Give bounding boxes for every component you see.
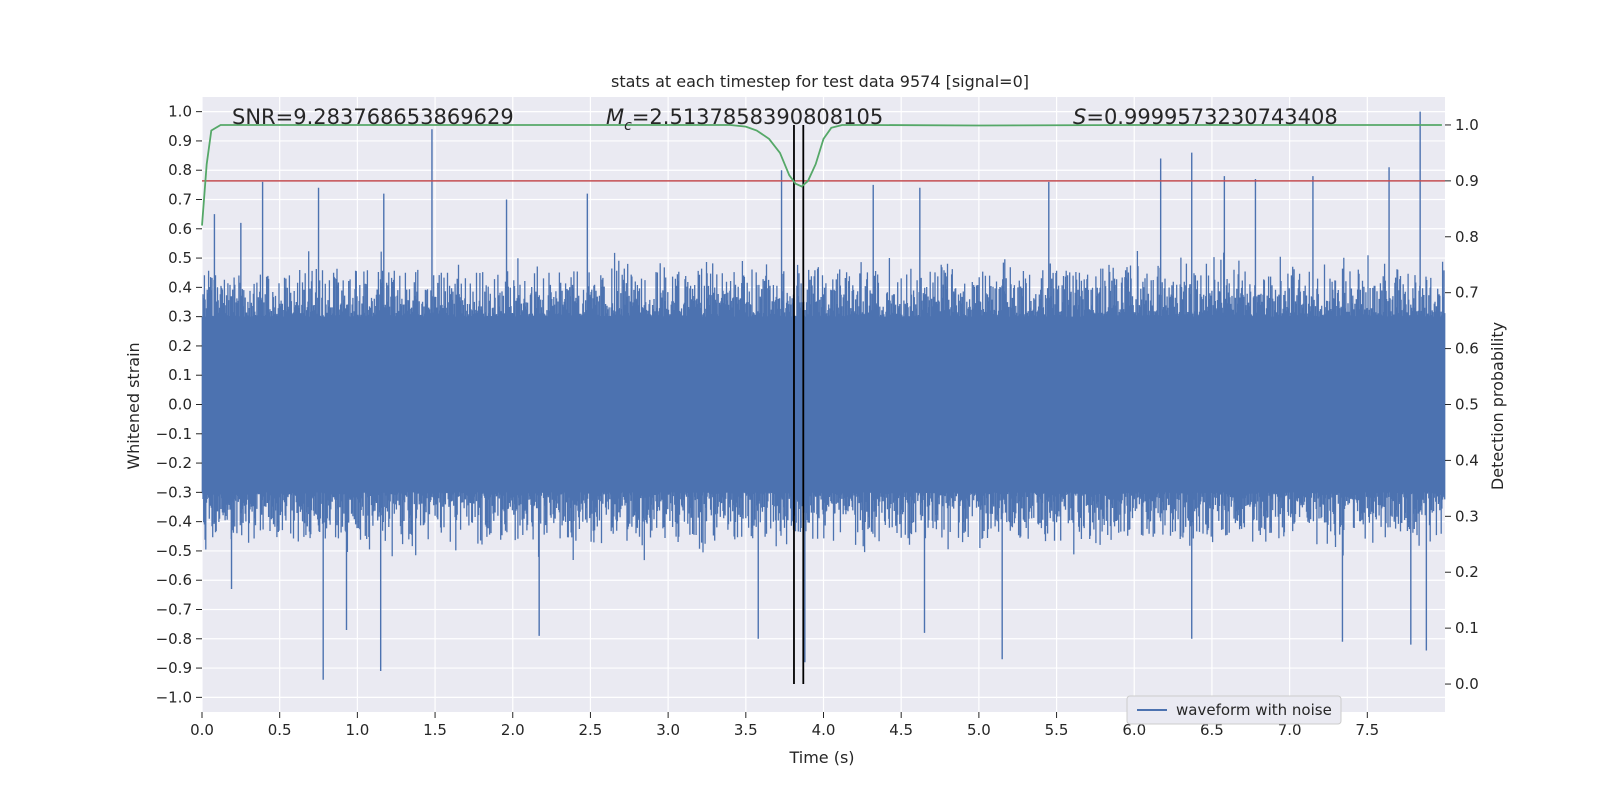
x-tick-label: 1.5 (423, 721, 447, 739)
y2-tick-label: 0.9 (1455, 172, 1479, 190)
y2-axis-ticks: 1.0 0.9 0.8 0.7 0.6 0.5 0.4 0.3 0.2 0.1 0.0 (1445, 116, 1479, 693)
x-tick-label: 2.5 (579, 721, 603, 739)
legend: waveform with noise (1126, 695, 1342, 725)
y2-tick-label: 0.5 (1455, 396, 1479, 414)
x-axis-label: Time (s) (788, 748, 854, 767)
x-tick-label: 6.0 (1122, 721, 1146, 739)
x-tick-label: 0.5 (268, 721, 292, 739)
y-tick-label: 1.0 (168, 103, 192, 121)
y-tick-label: 0.0 (168, 396, 192, 414)
y2-tick-label: 1.0 (1455, 116, 1479, 134)
y-tick-label: −0.2 (156, 454, 192, 472)
y-tick-label: 0.8 (168, 161, 192, 179)
y2-tick-label: 0.0 (1455, 675, 1479, 693)
y-tick-label: −0.5 (156, 542, 192, 560)
x-tick-label: 0.0 (190, 721, 214, 739)
y-tick-label: −0.4 (156, 513, 192, 531)
strain-series (201, 111, 1446, 680)
detection-probability-line (201, 124, 1442, 226)
x-tick-label: 3.5 (734, 721, 758, 739)
y2-tick-label: 0.1 (1455, 619, 1479, 637)
overlay-lines (201, 124, 1445, 685)
y-tick-label: −0.3 (156, 483, 192, 501)
y-axis-ticks: 1.0 0.9 0.8 0.7 0.6 0.5 0.4 0.3 0.2 0.1 0.0 −0.1 −0.… (156, 103, 202, 706)
x-tick-label: 7.5 (1355, 721, 1379, 739)
legend-box (1126, 695, 1342, 725)
y2-tick-label: 0.6 (1455, 340, 1479, 358)
y-tick-label: 0.9 (168, 132, 192, 150)
s-annotation: S=0.9999573230743408 (1073, 105, 1338, 129)
y2-tick-label: 0.2 (1455, 563, 1479, 581)
waveform-core (202, 316, 1445, 493)
x-tick-label: 7.0 (1278, 721, 1302, 739)
mc-annotation: Mc=2.5137858390808105 (606, 105, 883, 134)
y-tick-label: −1.0 (156, 688, 192, 706)
y-tick-label: −0.9 (156, 659, 192, 677)
mc-subscript: c (624, 118, 632, 134)
y-tick-label: 0.7 (168, 191, 192, 209)
x-tick-label: 5.0 (967, 721, 991, 739)
y-tick-label: 0.1 (168, 366, 192, 384)
y-tick-label: −0.7 (156, 601, 192, 619)
s-symbol: S (1073, 105, 1086, 129)
y2-tick-label: 0.3 (1455, 507, 1479, 525)
y-tick-label: −0.1 (156, 425, 192, 443)
y-tick-label: 0.6 (168, 220, 192, 238)
y-tick-label: −0.8 (156, 630, 192, 648)
chart-title: stats at each timestep for test data 957… (611, 72, 1029, 91)
snr-annotation: SNR=9.283768653869629 (232, 105, 514, 129)
x-tick-label: 3.0 (656, 721, 680, 739)
legend-label: waveform with noise (1176, 701, 1332, 719)
y-tick-label: 0.3 (168, 308, 192, 326)
y2-tick-label: 0.4 (1455, 451, 1479, 469)
x-tick-label: 2.0 (501, 721, 525, 739)
y2-tick-label: 0.7 (1455, 284, 1479, 302)
y-tick-label: −0.6 (156, 571, 192, 589)
mc-value: =2.5137858390808105 (632, 105, 883, 129)
y2-axis-label: Detection probability (1488, 322, 1507, 490)
x-tick-label: 4.5 (889, 721, 913, 739)
y-tick-label: 0.2 (168, 337, 192, 355)
mc-symbol: M (606, 105, 624, 129)
y-tick-label: 0.5 (168, 249, 192, 267)
y-axis-label: Whitened strain (124, 342, 143, 469)
x-tick-label: 5.5 (1045, 721, 1069, 739)
y2-tick-label: 0.8 (1455, 228, 1479, 246)
y-tick-label: 0.4 (168, 278, 192, 296)
x-axis-ticks: 0.0 0.5 1.0 1.5 2.0 2.5 3.0 3.5 4.0 4.5 5.0 5.5 6.0 6… (190, 712, 1379, 739)
x-tick-label: 1.0 (345, 721, 369, 739)
s-value: =0.9999573230743408 (1086, 105, 1337, 129)
x-tick-label: 6.5 (1200, 721, 1224, 739)
x-tick-label: 4.0 (812, 721, 836, 739)
